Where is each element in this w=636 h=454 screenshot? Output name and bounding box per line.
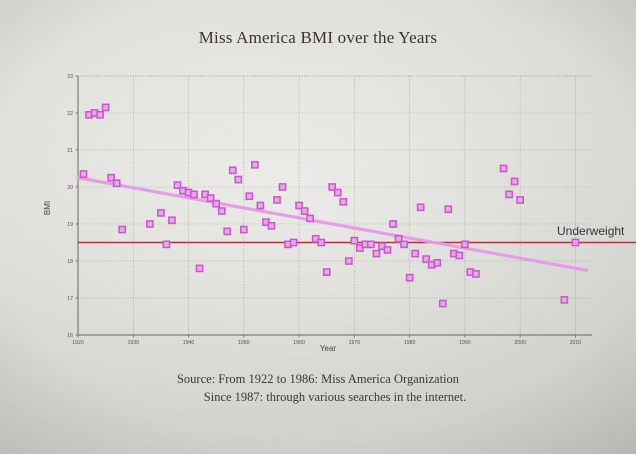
y-tick-label: 23	[67, 74, 73, 80]
x-tick-label: 1920	[72, 340, 84, 346]
data-point	[433, 259, 442, 267]
x-tick-label: 1990	[459, 340, 471, 346]
y-tick-label: 21	[67, 148, 73, 154]
data-point	[333, 188, 342, 197]
data-point	[499, 164, 508, 173]
data-point	[394, 234, 403, 243]
x-tick-label: 2010	[570, 340, 582, 346]
y-tick-label: 17	[67, 296, 73, 302]
data-point	[367, 240, 375, 249]
data-point	[162, 240, 171, 249]
data-point	[461, 240, 469, 249]
data-point	[157, 209, 165, 217]
data-point	[278, 183, 287, 191]
data-point	[251, 160, 259, 169]
data-point	[190, 190, 198, 199]
data-point	[145, 220, 154, 228]
data-point	[571, 238, 580, 247]
data-point	[195, 264, 204, 273]
data-point	[79, 170, 88, 178]
data-point	[455, 251, 464, 260]
data-point	[560, 296, 569, 304]
data-point	[96, 111, 104, 119]
data-point	[438, 299, 447, 308]
data-point	[505, 190, 513, 199]
data-point	[322, 268, 331, 276]
data-point-markers	[79, 103, 580, 308]
data-point	[405, 273, 414, 282]
data-point	[112, 179, 121, 188]
underweight-annotation-label: Underweight	[557, 224, 625, 238]
data-point	[328, 183, 337, 191]
axis-lines	[77, 76, 592, 336]
data-point	[267, 222, 276, 230]
data-point	[256, 201, 265, 210]
data-point	[273, 196, 281, 204]
data-point	[372, 249, 381, 258]
source-note: Source: From 1922 to 1986: Miss America …	[0, 370, 636, 406]
x-tick-label: 1980	[404, 340, 416, 346]
data-point	[400, 240, 408, 249]
y-tick-label: 19	[67, 222, 73, 228]
gridlines	[78, 75, 592, 335]
data-point	[344, 257, 353, 265]
data-point	[223, 227, 232, 236]
y-tick-label: 22	[67, 111, 73, 117]
data-point	[317, 238, 326, 247]
source-line-2: Since 1987: through various searches in …	[203, 390, 467, 405]
data-point	[239, 225, 248, 234]
data-point	[228, 166, 237, 175]
data-point	[472, 270, 480, 278]
data-point	[295, 201, 303, 210]
x-tick-label: 1960	[293, 340, 305, 346]
page-title: Miss America BMI over the Years	[198, 28, 438, 47]
data-point	[516, 196, 525, 204]
y-axis-label: BMI	[43, 201, 52, 215]
data-point	[444, 205, 453, 214]
y-tick-label: 20	[67, 185, 73, 191]
x-axis-label: Year	[320, 344, 337, 353]
x-tick-label: 2000	[514, 340, 526, 346]
data-point	[350, 236, 359, 245]
data-point	[107, 173, 116, 182]
data-point	[234, 175, 243, 184]
data-point	[101, 103, 110, 112]
data-point	[411, 249, 419, 258]
x-tick-label: 1950	[238, 340, 250, 346]
data-point	[168, 216, 176, 225]
data-point	[289, 238, 298, 247]
data-point	[245, 192, 254, 201]
data-point	[339, 197, 348, 206]
data-point	[206, 194, 215, 202]
x-tick-label: 1930	[127, 340, 139, 346]
data-point	[383, 246, 392, 254]
data-point	[416, 203, 425, 212]
data-point	[389, 220, 397, 228]
data-point	[422, 255, 431, 263]
data-point	[173, 181, 182, 190]
x-tick-label: 1940	[183, 340, 195, 346]
source-line-1: Source: From 1922 to 1986: Miss America …	[176, 372, 460, 386]
data-point	[306, 214, 314, 223]
data-point	[212, 199, 221, 208]
x-tick-label: 1970	[349, 340, 361, 346]
y-tick-label: 18	[67, 259, 73, 265]
y-tick-label: 16	[67, 333, 73, 339]
data-point	[300, 207, 309, 215]
data-point	[118, 225, 127, 234]
data-point	[217, 207, 226, 215]
data-point	[510, 177, 519, 186]
trend-line	[76, 176, 589, 272]
